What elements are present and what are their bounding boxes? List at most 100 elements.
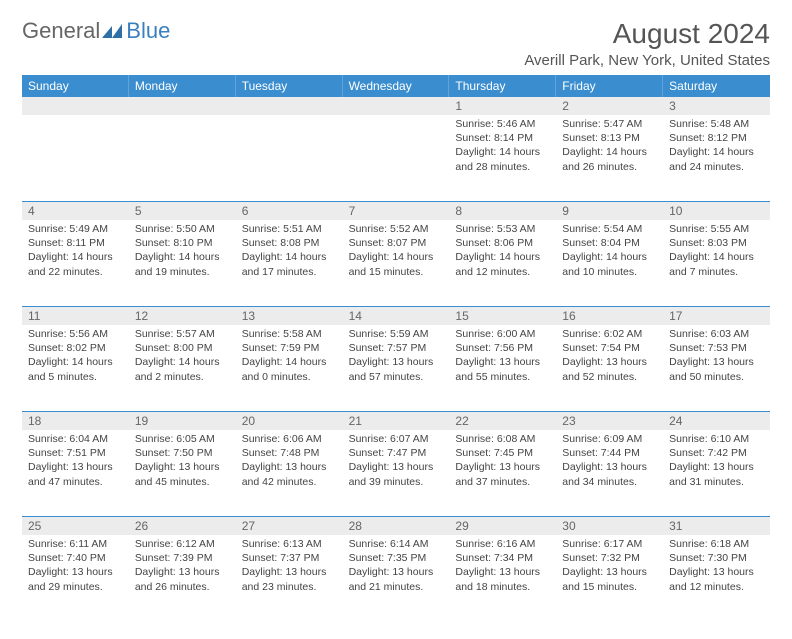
daylight-text: Daylight: 14 hours — [28, 355, 123, 369]
brand-text-2: Blue — [126, 18, 170, 44]
daylight-text: and 12 minutes. — [669, 580, 764, 594]
day-number: 22 — [449, 412, 556, 430]
cell-body: Sunrise: 5:56 AMSunset: 8:02 PMDaylight:… — [22, 325, 129, 390]
day-number: 12 — [129, 307, 236, 325]
daylight-text: Daylight: 13 hours — [455, 355, 550, 369]
daylight-text: and 19 minutes. — [135, 265, 230, 279]
daylight-text: Daylight: 13 hours — [669, 565, 764, 579]
calendar-cell: Sunrise: 6:06 AMSunset: 7:48 PMDaylight:… — [236, 430, 343, 516]
week-row: 11121314151617Sunrise: 5:56 AMSunset: 8:… — [22, 306, 770, 411]
sunset-text: Sunset: 7:51 PM — [28, 446, 123, 460]
day-number: 2 — [556, 97, 663, 115]
weekday-label: Wednesday — [343, 75, 450, 97]
sunset-text: Sunset: 7:54 PM — [562, 341, 657, 355]
day-number: 16 — [556, 307, 663, 325]
sunrise-text: Sunrise: 5:58 AM — [242, 327, 337, 341]
calendar-cell: Sunrise: 5:53 AMSunset: 8:06 PMDaylight:… — [449, 220, 556, 306]
cell-body: Sunrise: 6:00 AMSunset: 7:56 PMDaylight:… — [449, 325, 556, 390]
calendar-cell — [343, 115, 450, 201]
weekday-label: Friday — [556, 75, 663, 97]
calendar-cell: Sunrise: 5:50 AMSunset: 8:10 PMDaylight:… — [129, 220, 236, 306]
sunrise-text: Sunrise: 5:57 AM — [135, 327, 230, 341]
sunrise-text: Sunrise: 5:46 AM — [455, 117, 550, 131]
daylight-text: and 26 minutes. — [135, 580, 230, 594]
sunset-text: Sunset: 8:06 PM — [455, 236, 550, 250]
calendar-cell: Sunrise: 5:48 AMSunset: 8:12 PMDaylight:… — [663, 115, 770, 201]
cell-body: Sunrise: 6:17 AMSunset: 7:32 PMDaylight:… — [556, 535, 663, 600]
cell-body: Sunrise: 6:16 AMSunset: 7:34 PMDaylight:… — [449, 535, 556, 600]
cell-body: Sunrise: 6:06 AMSunset: 7:48 PMDaylight:… — [236, 430, 343, 495]
daylight-text: and 23 minutes. — [242, 580, 337, 594]
day-number: 13 — [236, 307, 343, 325]
day-number: 6 — [236, 202, 343, 220]
location-subtitle: Averill Park, New York, United States — [524, 52, 770, 69]
day-number-row: 11121314151617 — [22, 307, 770, 325]
daylight-text: and 15 minutes. — [349, 265, 444, 279]
daylight-text: Daylight: 14 hours — [242, 250, 337, 264]
sunset-text: Sunset: 7:42 PM — [669, 446, 764, 460]
daylight-text: and 21 minutes. — [349, 580, 444, 594]
daylight-text: Daylight: 13 hours — [28, 460, 123, 474]
cell-body: Sunrise: 5:54 AMSunset: 8:04 PMDaylight:… — [556, 220, 663, 285]
calendar-cell — [129, 115, 236, 201]
day-number: 27 — [236, 517, 343, 535]
daylight-text: and 34 minutes. — [562, 475, 657, 489]
daylight-text: and 31 minutes. — [669, 475, 764, 489]
brand-mark-icon — [102, 22, 124, 40]
calendar-cell: Sunrise: 5:47 AMSunset: 8:13 PMDaylight:… — [556, 115, 663, 201]
calendar-cell: Sunrise: 5:52 AMSunset: 8:07 PMDaylight:… — [343, 220, 450, 306]
daylight-text: Daylight: 13 hours — [135, 460, 230, 474]
sunrise-text: Sunrise: 6:03 AM — [669, 327, 764, 341]
daylight-text: Daylight: 14 hours — [242, 355, 337, 369]
calendar-cell: Sunrise: 6:13 AMSunset: 7:37 PMDaylight:… — [236, 535, 343, 621]
sunset-text: Sunset: 8:02 PM — [28, 341, 123, 355]
day-number: 14 — [343, 307, 450, 325]
sunset-text: Sunset: 7:47 PM — [349, 446, 444, 460]
calendar-cell: Sunrise: 6:04 AMSunset: 7:51 PMDaylight:… — [22, 430, 129, 516]
calendar-cell: Sunrise: 5:59 AMSunset: 7:57 PMDaylight:… — [343, 325, 450, 411]
calendar-cell: Sunrise: 6:05 AMSunset: 7:50 PMDaylight:… — [129, 430, 236, 516]
day-number: 25 — [22, 517, 129, 535]
daylight-text: Daylight: 13 hours — [562, 355, 657, 369]
cell-body — [236, 115, 343, 123]
sunrise-text: Sunrise: 5:50 AM — [135, 222, 230, 236]
calendar-cell: Sunrise: 6:12 AMSunset: 7:39 PMDaylight:… — [129, 535, 236, 621]
week-row: 18192021222324Sunrise: 6:04 AMSunset: 7:… — [22, 411, 770, 516]
cell-body: Sunrise: 5:51 AMSunset: 8:08 PMDaylight:… — [236, 220, 343, 285]
sunset-text: Sunset: 8:04 PM — [562, 236, 657, 250]
day-number: 7 — [343, 202, 450, 220]
week-row: 45678910Sunrise: 5:49 AMSunset: 8:11 PMD… — [22, 201, 770, 306]
sunset-text: Sunset: 7:37 PM — [242, 551, 337, 565]
calendar-cell: Sunrise: 6:10 AMSunset: 7:42 PMDaylight:… — [663, 430, 770, 516]
calendar-cell: Sunrise: 5:55 AMSunset: 8:03 PMDaylight:… — [663, 220, 770, 306]
sunset-text: Sunset: 7:44 PM — [562, 446, 657, 460]
day-number: 20 — [236, 412, 343, 430]
daylight-text: Daylight: 13 hours — [455, 460, 550, 474]
daylight-text: Daylight: 13 hours — [242, 460, 337, 474]
calendar-cell: Sunrise: 5:56 AMSunset: 8:02 PMDaylight:… — [22, 325, 129, 411]
cell-body: Sunrise: 6:02 AMSunset: 7:54 PMDaylight:… — [556, 325, 663, 390]
sunset-text: Sunset: 8:00 PM — [135, 341, 230, 355]
sunset-text: Sunset: 8:12 PM — [669, 131, 764, 145]
daylight-text: Daylight: 13 hours — [349, 460, 444, 474]
daylight-text: and 39 minutes. — [349, 475, 444, 489]
week-row: 123Sunrise: 5:46 AMSunset: 8:14 PMDaylig… — [22, 97, 770, 201]
daylight-text: and 17 minutes. — [242, 265, 337, 279]
daylight-text: and 47 minutes. — [28, 475, 123, 489]
cell-body: Sunrise: 6:07 AMSunset: 7:47 PMDaylight:… — [343, 430, 450, 495]
day-number — [22, 97, 129, 115]
daylight-text: and 45 minutes. — [135, 475, 230, 489]
sunrise-text: Sunrise: 6:17 AM — [562, 537, 657, 551]
day-number: 19 — [129, 412, 236, 430]
daylight-text: Daylight: 14 hours — [135, 250, 230, 264]
daylight-text: and 5 minutes. — [28, 370, 123, 384]
calendar-cell: Sunrise: 6:08 AMSunset: 7:45 PMDaylight:… — [449, 430, 556, 516]
sunset-text: Sunset: 7:57 PM — [349, 341, 444, 355]
day-number: 21 — [343, 412, 450, 430]
weekday-label: Thursday — [449, 75, 556, 97]
calendar-cell: Sunrise: 6:16 AMSunset: 7:34 PMDaylight:… — [449, 535, 556, 621]
cell-body: Sunrise: 6:11 AMSunset: 7:40 PMDaylight:… — [22, 535, 129, 600]
sunrise-text: Sunrise: 5:48 AM — [669, 117, 764, 131]
daylight-text: Daylight: 14 hours — [455, 145, 550, 159]
cell-body: Sunrise: 6:09 AMSunset: 7:44 PMDaylight:… — [556, 430, 663, 495]
